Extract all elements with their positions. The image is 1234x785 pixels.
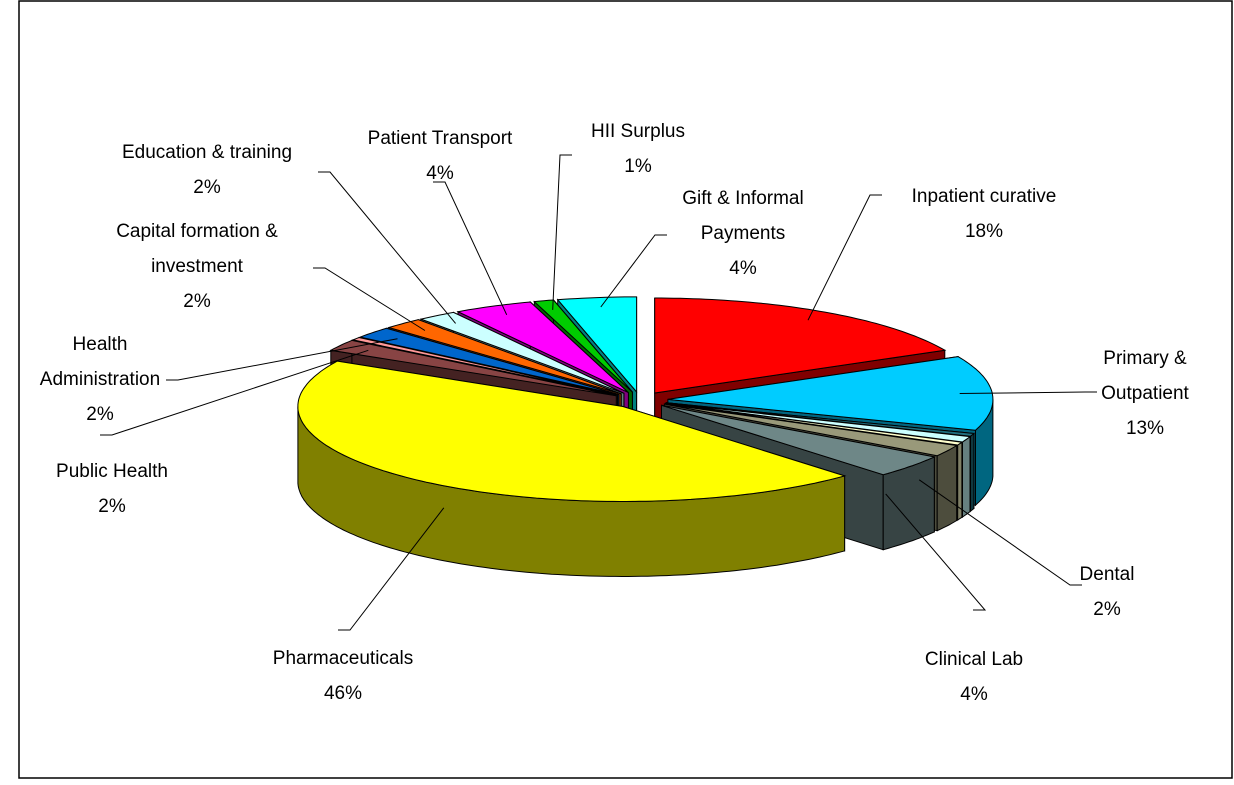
slice-label: HII Surplus <box>591 121 685 142</box>
slice-label: Capital formation & investment <box>116 221 278 277</box>
value-label: 4% <box>960 684 988 705</box>
slice-side <box>970 432 975 513</box>
pie <box>297 296 994 577</box>
leader-line <box>600 234 667 308</box>
leader-line <box>338 507 445 631</box>
leader-line <box>313 267 426 331</box>
slice-side <box>962 435 971 518</box>
slice <box>297 360 847 577</box>
value-label: 46% <box>324 683 362 704</box>
slice-top <box>358 327 619 396</box>
slice-top <box>329 339 617 397</box>
value-label: 2% <box>98 496 126 517</box>
slice-top <box>664 403 959 457</box>
labels: Inpatient curative 18% Primary & Outpatient… <box>40 121 1190 705</box>
leader-line <box>918 479 1082 586</box>
leader-line <box>552 154 572 310</box>
slice-top <box>654 297 947 394</box>
leader-line <box>433 181 508 316</box>
value-label: 2% <box>86 404 114 425</box>
value-label: 4% <box>426 163 454 184</box>
slice-top <box>665 403 964 446</box>
value-label: 18% <box>965 221 1003 242</box>
slice-label: Clinical Lab <box>925 649 1023 670</box>
value-label: 13% <box>1126 418 1164 439</box>
slice-label: Patient Transport <box>368 128 513 149</box>
slice-label: Inpatient curative <box>912 186 1057 207</box>
slice-label: Dental <box>1080 564 1135 585</box>
slice-side <box>936 444 958 532</box>
slice-top <box>297 360 847 502</box>
value-label: 2% <box>183 291 211 312</box>
slice-label: Public Health <box>56 461 168 482</box>
slice-label: Primary & Outpatient <box>1101 348 1189 404</box>
value-label: 1% <box>624 156 652 177</box>
slice-label: Gift & Informal Payments <box>682 188 803 244</box>
leader-line <box>807 194 882 321</box>
slice-top <box>419 311 625 394</box>
slice-top <box>386 319 622 395</box>
value-label: 2% <box>193 177 221 198</box>
slice-top <box>456 301 629 394</box>
slice-label: Education & training <box>122 142 292 163</box>
slice-label: Pharmaceuticals <box>273 648 413 669</box>
slice-top <box>661 404 936 476</box>
leader-line <box>100 349 369 436</box>
value-label: 2% <box>1093 599 1121 620</box>
leader-line <box>166 338 398 381</box>
leader-line <box>885 493 987 611</box>
leader-line <box>959 391 1097 394</box>
slice-label: Health Administration <box>40 334 160 390</box>
slice-top <box>556 296 638 394</box>
value-label: 4% <box>729 258 757 279</box>
slice-top <box>351 336 618 396</box>
leader-line <box>318 171 456 324</box>
